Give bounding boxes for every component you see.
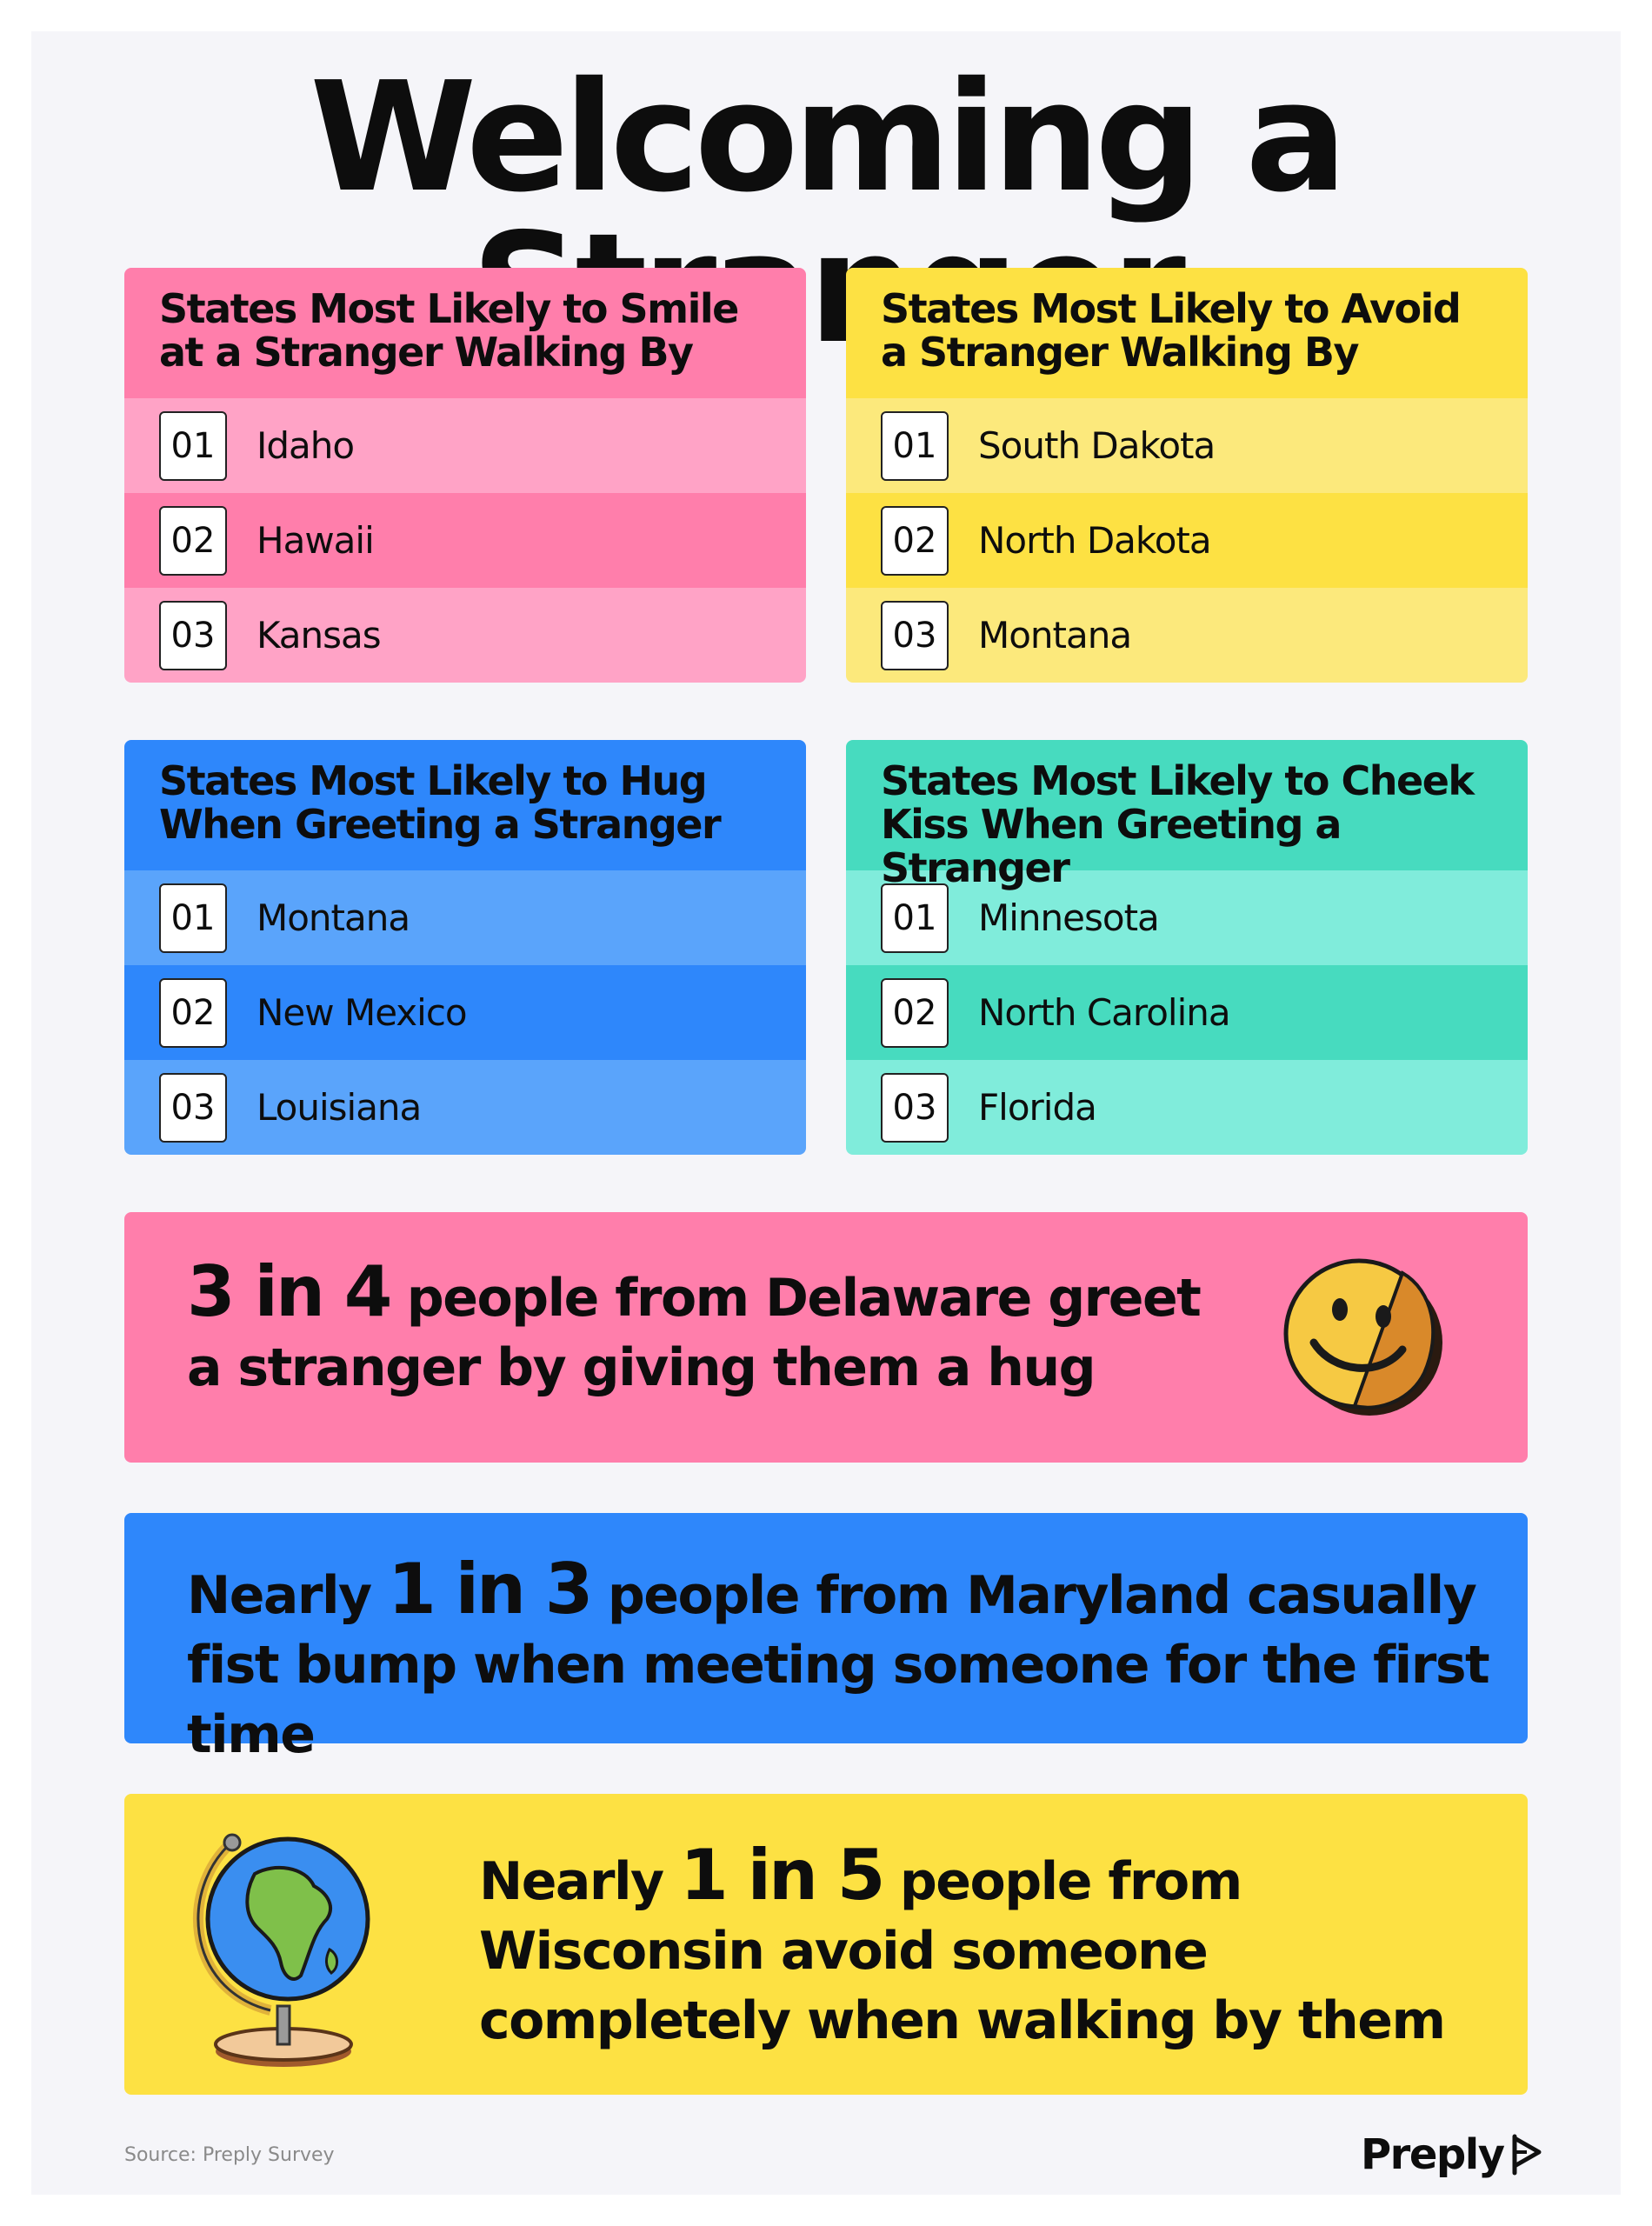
- rank-badge: 03: [881, 600, 949, 670]
- stat-body: people from Delaware greet a stranger by…: [187, 1268, 1202, 1398]
- panel-heading: States Most Likely to Hug When Greeting …: [124, 740, 806, 870]
- stat-ratio: 1 in 3: [388, 1549, 593, 1630]
- list-item: 02 North Dakota: [846, 493, 1528, 588]
- rank-badge: 03: [881, 1072, 949, 1143]
- state-name: South Dakota: [978, 424, 1216, 467]
- state-name: Montana: [978, 614, 1132, 656]
- list-item: 03 Kansas: [124, 588, 806, 683]
- stat-text: Nearly 1 in 3 people from Maryland casua…: [187, 1555, 1491, 1769]
- stat-card-maryland: Nearly 1 in 3 people from Maryland casua…: [124, 1513, 1528, 1765]
- state-name: Louisiana: [256, 1086, 422, 1129]
- state-name: Kansas: [256, 614, 382, 656]
- preply-flag-icon: [1512, 2134, 1542, 2176]
- list-item: 01 Minnesota: [846, 870, 1528, 965]
- list-item: 03 Louisiana: [124, 1060, 806, 1155]
- source-note: Source: Preply Survey: [124, 2144, 335, 2166]
- stat-card-delaware: 3 in 4 people from Delaware greet a stra…: [124, 1212, 1528, 1463]
- state-name: Minnesota: [978, 896, 1160, 939]
- stat-text: Nearly 1 in 5 people from Wisconsin avoi…: [479, 1841, 1505, 2056]
- stat-card-wisconsin: Nearly 1 in 5 people from Wisconsin avoi…: [124, 1794, 1528, 2095]
- rank-badge: 01: [881, 883, 949, 953]
- preply-logo[interactable]: Preply: [1361, 2130, 1544, 2179]
- rank-badge: 01: [159, 410, 227, 481]
- list-item: 03 Florida: [846, 1060, 1528, 1155]
- state-name: New Mexico: [256, 991, 468, 1034]
- stat-body: people from Maryland casually fist bump …: [187, 1565, 1490, 1765]
- stat-ratio: 3 in 4: [187, 1251, 392, 1332]
- smile-icon: [1283, 1258, 1442, 1416]
- rank-badge: 02: [159, 977, 227, 1048]
- stat-prefix: Nearly: [187, 1565, 389, 1626]
- rank-badge: 01: [881, 410, 949, 481]
- panel-avoid: States Most Likely to Avoid a Stranger W…: [846, 268, 1528, 683]
- panel-hug: States Most Likely to Hug When Greeting …: [124, 740, 806, 1155]
- state-name: Idaho: [256, 424, 355, 467]
- state-name: North Carolina: [978, 991, 1231, 1034]
- rank-badge: 03: [159, 600, 227, 670]
- panel-heading: States Most Likely to Cheek Kiss When Gr…: [846, 740, 1528, 890]
- stat-ratio: 1 in 5: [680, 1835, 885, 1916]
- list-item: 01 South Dakota: [846, 398, 1528, 493]
- list-item: 02 Hawaii: [124, 493, 806, 588]
- stat-prefix: Nearly: [479, 1851, 681, 1912]
- panel-cheek-kiss: States Most Likely to Cheek Kiss When Gr…: [846, 740, 1528, 1155]
- rank-badge: 02: [881, 977, 949, 1048]
- state-name: Montana: [256, 896, 410, 939]
- state-name: Hawaii: [256, 519, 375, 562]
- rank-badge: 01: [159, 883, 227, 953]
- state-name: Florida: [978, 1086, 1097, 1129]
- rank-badge: 03: [159, 1072, 227, 1143]
- panel-heading: States Most Likely to Avoid a Stranger W…: [846, 268, 1528, 398]
- list-item: 02 New Mexico: [124, 965, 806, 1060]
- list-item: 03 Montana: [846, 588, 1528, 683]
- rank-badge: 02: [881, 505, 949, 576]
- panel-smile: States Most Likely to Smile at a Strange…: [124, 268, 806, 683]
- stat-text: 3 in 4 people from Delaware greet a stra…: [187, 1257, 1230, 1403]
- globe-icon: [193, 1833, 370, 2067]
- state-name: North Dakota: [978, 519, 1212, 562]
- panel-heading: States Most Likely to Smile at a Strange…: [124, 268, 806, 398]
- stat-body: people from Wisconsin avoid someone comp…: [479, 1851, 1446, 2051]
- rank-badge: 02: [159, 505, 227, 576]
- list-item: 01 Montana: [124, 870, 806, 965]
- logo-text: Preply: [1361, 2130, 1505, 2179]
- list-item: 02 North Carolina: [846, 965, 1528, 1060]
- list-item: 01 Idaho: [124, 398, 806, 493]
